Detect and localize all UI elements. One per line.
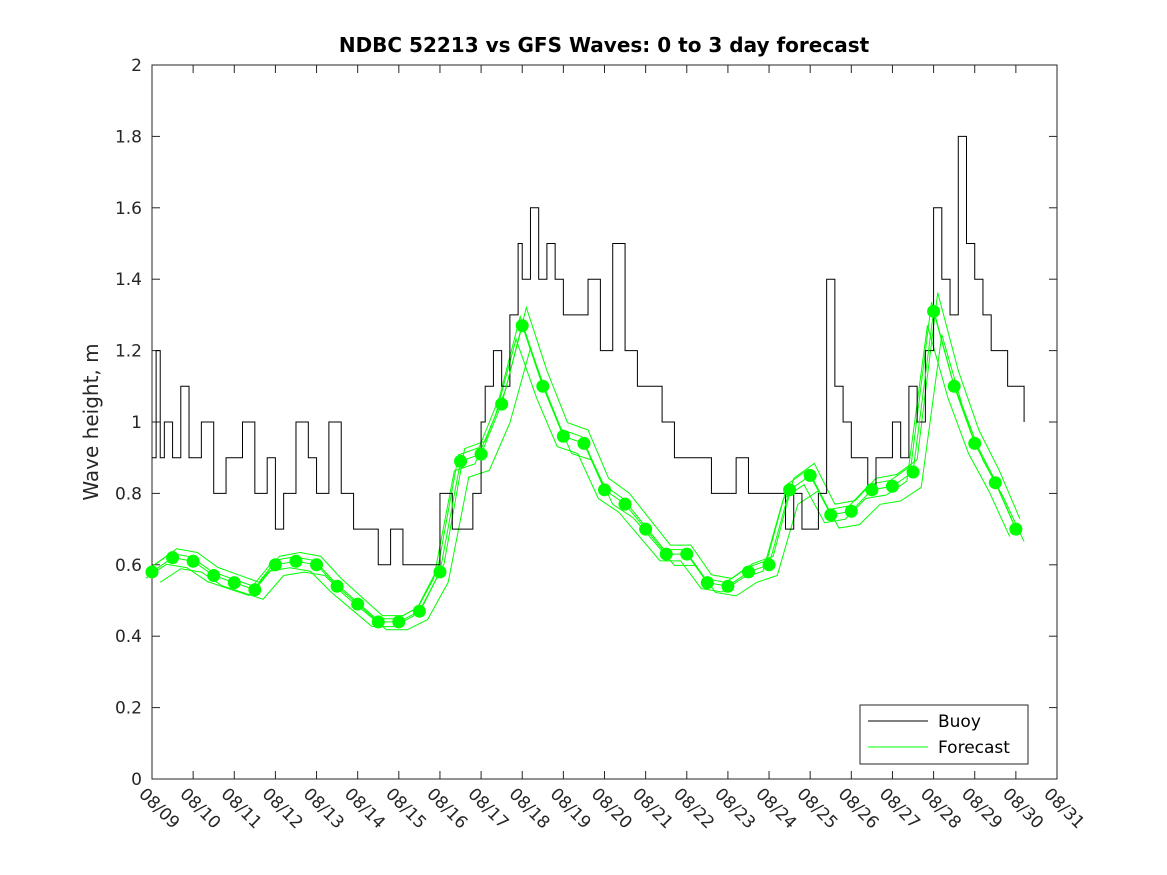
forecast-point	[783, 483, 797, 497]
buoy-series	[152, 135, 1025, 566]
forecast-point	[268, 558, 282, 572]
forecast-point	[310, 558, 324, 572]
legend-box	[859, 704, 1029, 765]
forecast-point	[947, 379, 961, 393]
forecast-point	[454, 454, 468, 468]
y-tick-label: 1	[131, 413, 142, 433]
y-tick-label: 0.2	[115, 699, 142, 719]
y-tick-label: 0.6	[115, 556, 142, 576]
forecast-ensemble-line	[145, 325, 1011, 628]
forecast-point	[351, 597, 365, 611]
forecast-point	[248, 583, 262, 597]
forecast-point	[906, 465, 920, 479]
forecast-point	[577, 436, 591, 450]
forecast-point	[618, 497, 632, 511]
forecast-point	[988, 476, 1002, 490]
y-tick-label: 1.4	[115, 270, 142, 290]
y-tick-label: 1.6	[115, 199, 142, 219]
forecast-point	[145, 565, 159, 579]
forecast-point	[598, 483, 611, 497]
forecast-point	[371, 615, 385, 629]
y-axis-label: Wave height, m	[79, 343, 103, 500]
forecast-point	[865, 483, 879, 497]
legend-buoy-label: Buoy	[938, 712, 981, 732]
forecast-point	[885, 479, 899, 493]
forecast-point	[289, 554, 303, 568]
y-tick-label: 0.8	[115, 484, 142, 504]
forecast-point	[927, 304, 941, 318]
chart-title: NDBC 52213 vs GFS Waves: 0 to 3 day fore…	[339, 33, 870, 57]
forecast-point	[392, 615, 406, 629]
y-tick-label: 1.2	[115, 342, 142, 362]
forecast-point	[968, 436, 982, 450]
forecast-point	[1009, 522, 1023, 536]
forecast-point	[166, 551, 180, 565]
forecast-point	[741, 565, 755, 579]
forecast-point	[700, 576, 714, 590]
forecast-point	[556, 429, 570, 443]
forecast-point	[474, 447, 488, 461]
y-tick-label: 0.4	[115, 627, 142, 647]
forecast-markers	[145, 304, 1023, 629]
forecast-point	[844, 504, 858, 518]
forecast-point	[680, 547, 694, 561]
buoy-line	[152, 135, 1025, 566]
forecast-point	[186, 554, 200, 568]
legend: Buoy Forecast	[859, 704, 1029, 765]
forecast-point	[433, 565, 447, 579]
y-tick-label: 0	[131, 770, 142, 790]
forecast-point	[639, 522, 653, 536]
forecast-point	[515, 319, 529, 333]
legend-forecast-label: Forecast	[938, 738, 1010, 758]
forecast-point	[536, 379, 550, 393]
forecast-point	[803, 469, 817, 483]
forecast-point	[495, 397, 509, 411]
forecast-ensemble-line	[159, 334, 1025, 631]
y-axis-ticks: 0 0.2 0.4 0.6 0.8 1 1.2 1.4 1.6 1.8 2	[115, 56, 1057, 790]
forecast-point	[412, 604, 426, 618]
forecast-point	[207, 569, 221, 583]
y-tick-label: 1.8	[115, 127, 142, 147]
forecast-point	[659, 547, 673, 561]
forecast-point	[824, 508, 838, 522]
forecast-point	[762, 558, 776, 572]
forecast-point	[330, 579, 344, 593]
forecast-point	[721, 579, 735, 593]
y-tick-label: 2	[131, 56, 142, 76]
forecast-point	[227, 576, 241, 590]
